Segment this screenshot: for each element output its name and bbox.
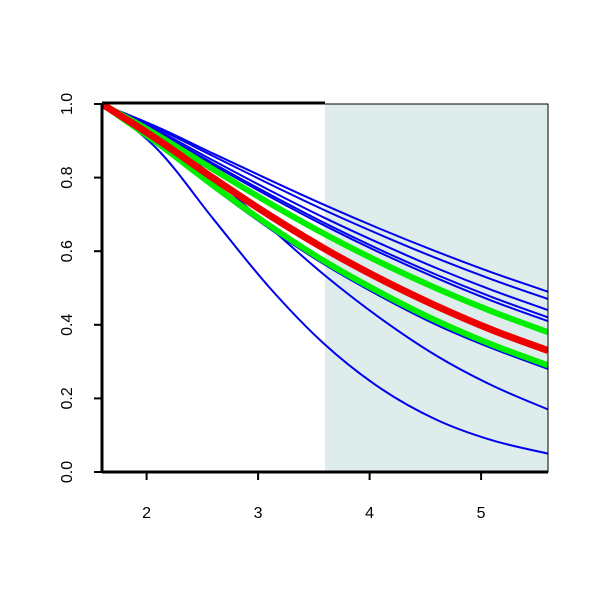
line [102,104,548,335]
y-tick-label: 0.8 [59,166,76,188]
x-tick-label: 2 [142,505,151,522]
x-tick-label: 4 [365,505,374,522]
line [102,104,548,312]
y-tick-label: 0.2 [59,387,76,409]
line [102,104,548,354]
line [102,104,548,300]
y-tick-label: 0.6 [59,240,76,262]
line [102,104,548,369]
x-tick-label: 5 [477,505,486,522]
y-tick-label: 1.0 [59,93,76,115]
x-tick-label: 3 [254,505,263,522]
y-tick-label: 0.0 [59,461,76,483]
y-tick-label: 0.4 [59,314,76,336]
line [102,104,548,293]
line [102,104,548,455]
